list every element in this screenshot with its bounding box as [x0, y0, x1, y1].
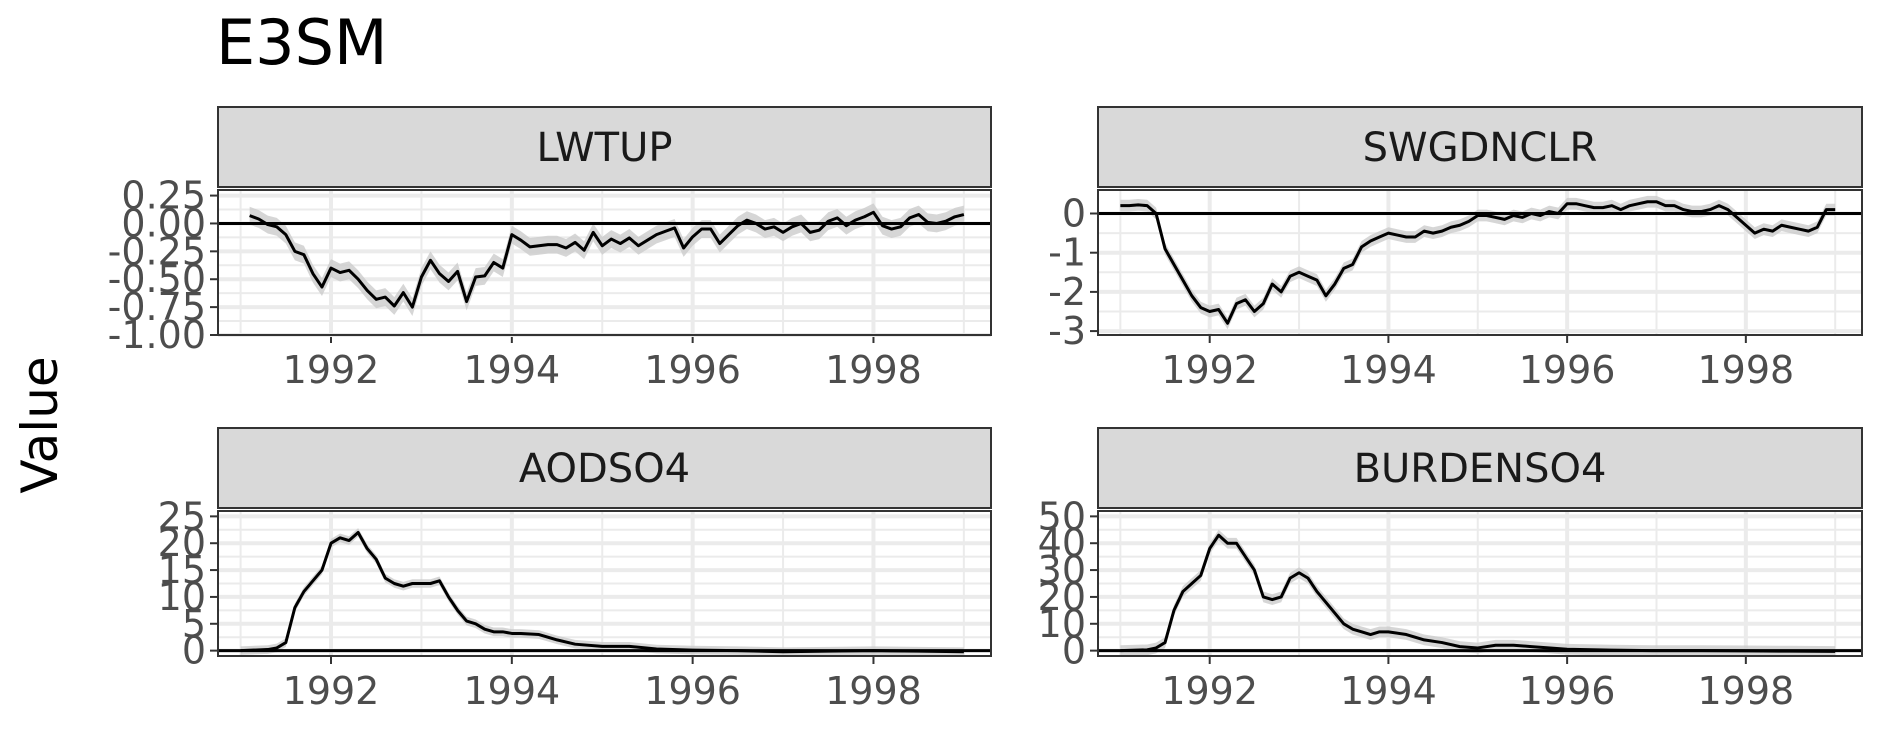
panel-swgdnclr: SWGDNCLR 1992 1994 1996 1998 0-1-2-3: [1048, 106, 1863, 392]
y-tick-label: 0.25: [121, 174, 206, 218]
y-tick-label: 10: [1038, 602, 1086, 646]
y-tick-label: -1.00: [108, 313, 206, 357]
chart-title: E3SM: [216, 6, 387, 79]
y-tick-label: -3: [1048, 309, 1086, 353]
y-tick-label: 30: [1038, 548, 1086, 592]
series-line: [1120, 200, 1836, 325]
facet-label: LWTUP: [537, 125, 673, 171]
facet-label: SWGDNCLR: [1363, 125, 1598, 171]
facet-strip: [1097, 106, 1863, 188]
x-tick-label: 1994: [463, 348, 560, 392]
x-tick-label: 1992: [283, 348, 380, 392]
y-tick-label: -0.50: [108, 257, 206, 301]
y-axis-title: Value: [11, 356, 69, 493]
panel-border: [1097, 510, 1863, 657]
y-tick-label: 15: [158, 548, 206, 592]
y-tick-label: 25: [158, 494, 206, 538]
y-tick-label: -2: [1048, 270, 1086, 314]
x-tick-label: 1998: [1697, 348, 1794, 392]
facet-strip: [217, 427, 992, 509]
x-tick-label: 1992: [283, 669, 380, 713]
y-tick-label: 0: [182, 629, 206, 673]
x-tick-label: 1994: [1340, 348, 1437, 392]
y-tick-label: -0.25: [108, 229, 206, 273]
y-tick-label: -1: [1048, 231, 1086, 275]
x-tick-label: 1994: [463, 669, 560, 713]
x-tick-label: 1998: [825, 669, 922, 713]
x-tick-label: 1998: [825, 348, 922, 392]
series-line: [1120, 533, 1836, 653]
y-tick-label: 5: [182, 602, 206, 646]
x-tick-label: 1996: [1519, 348, 1616, 392]
panel-border: [217, 189, 992, 336]
x-tick-label: 1994: [1340, 669, 1437, 713]
x-tick-label: 1992: [1161, 669, 1258, 713]
y-tick-label: 0: [1062, 629, 1086, 673]
x-tick-label: 1996: [1519, 669, 1616, 713]
facet-label: BURDENSO4: [1354, 446, 1607, 492]
y-tick-label: -0.75: [108, 285, 206, 329]
series-line: [240, 530, 964, 654]
y-tick-label: 20: [158, 521, 206, 565]
panel-border: [1097, 189, 1863, 336]
series-line: [249, 210, 965, 309]
panel-border: [217, 510, 992, 657]
x-tick-label: 1996: [644, 348, 741, 392]
y-tick-label: 0.00: [121, 201, 206, 245]
x-tick-label: 1998: [1697, 669, 1794, 713]
facet-strip: [217, 106, 992, 188]
facet-label: AODSO4: [519, 446, 690, 492]
y-tick-label: 40: [1038, 521, 1086, 565]
y-tick-label: 10: [158, 575, 206, 619]
y-tick-label: 0: [1062, 192, 1086, 236]
x-tick-label: 1992: [1161, 348, 1258, 392]
facet-strip: [1097, 427, 1863, 509]
x-tick-label: 1996: [644, 669, 741, 713]
y-tick-label: 50: [1038, 494, 1086, 538]
y-tick-label: 20: [1038, 575, 1086, 619]
